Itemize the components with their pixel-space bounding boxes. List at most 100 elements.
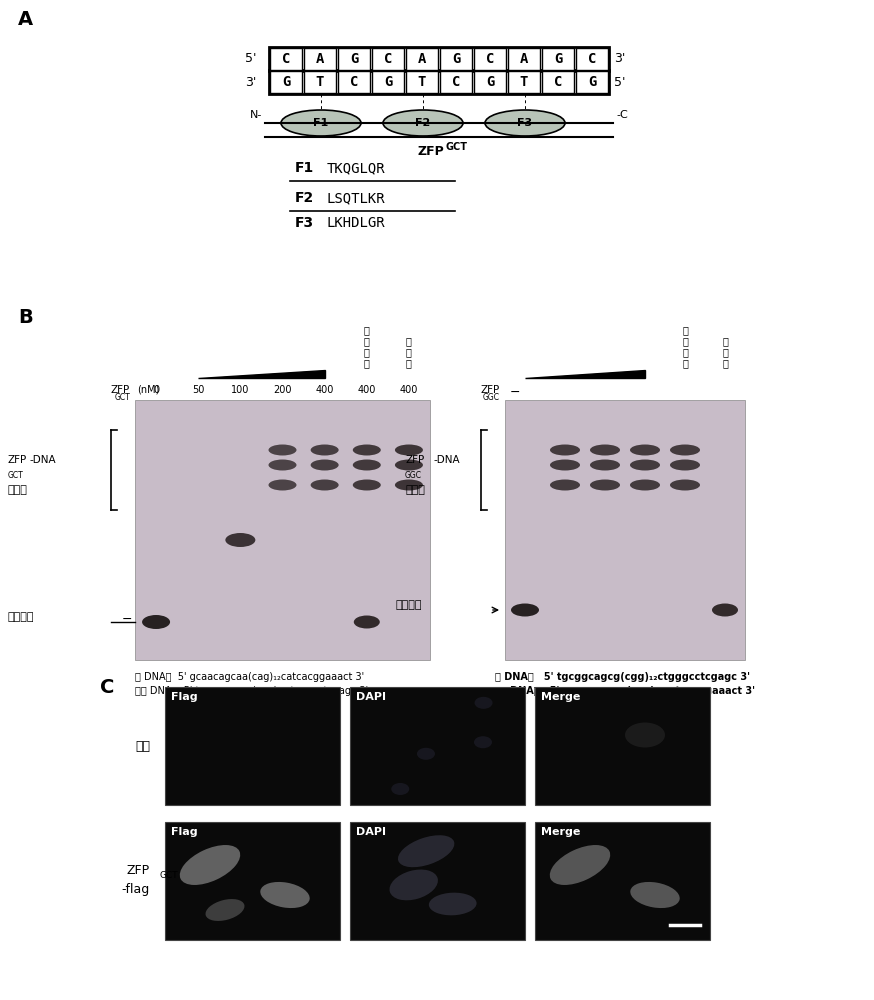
Ellipse shape (485, 110, 565, 136)
Ellipse shape (310, 444, 338, 456)
Text: LSQTLKR: LSQTLKR (327, 191, 385, 205)
Bar (270, 48, 302, 70)
Text: 竞
争
剂: 竞 争 剂 (722, 336, 728, 368)
Ellipse shape (550, 845, 610, 885)
Bar (269, 47, 609, 71)
Bar (542, 71, 574, 93)
Text: ZFP: ZFP (8, 455, 27, 465)
Bar (269, 70, 609, 94)
Ellipse shape (395, 460, 423, 471)
Ellipse shape (550, 444, 580, 456)
Ellipse shape (398, 835, 454, 867)
Text: 非靶 DNA：  5' tgcggcagcg(cgg)₁₂ctgggcctcgagc 3': 非靶 DNA： 5' tgcggcagcg(cgg)₁₂ctgggcctcgag… (135, 686, 368, 696)
Ellipse shape (417, 748, 435, 760)
Bar (474, 71, 506, 93)
Text: F3: F3 (517, 118, 532, 128)
Text: −: − (510, 385, 521, 398)
Text: 3': 3' (245, 76, 256, 89)
Text: GGC: GGC (483, 393, 500, 402)
Text: 非
竞
争
剂: 非 竞 争 剂 (682, 326, 688, 368)
Bar (338, 71, 370, 93)
Text: N-: N- (250, 110, 262, 120)
Bar (406, 48, 438, 70)
Bar (576, 71, 608, 93)
Text: ZFP: ZFP (481, 385, 500, 395)
Text: ZFP: ZFP (111, 385, 130, 395)
Ellipse shape (630, 882, 680, 908)
Text: Flag: Flag (171, 692, 198, 702)
Text: GGC: GGC (405, 471, 422, 480)
Ellipse shape (395, 480, 423, 490)
Text: F1: F1 (295, 161, 315, 175)
Bar (505, 400, 745, 660)
Text: -DNA: -DNA (29, 455, 56, 465)
Ellipse shape (310, 480, 338, 490)
Text: LKHDLGR: LKHDLGR (327, 216, 385, 230)
Text: Merge: Merge (541, 692, 580, 702)
Ellipse shape (392, 783, 409, 795)
Text: A: A (520, 52, 528, 66)
Ellipse shape (225, 533, 255, 547)
Text: 400: 400 (357, 385, 376, 395)
Text: 400: 400 (399, 385, 418, 395)
Bar (576, 48, 608, 70)
Bar (350, 822, 525, 940)
Text: G: G (281, 75, 290, 89)
Text: -DNA: -DNA (433, 455, 460, 465)
Ellipse shape (268, 480, 296, 490)
Text: GCT: GCT (114, 393, 130, 402)
Text: T: T (316, 75, 324, 89)
Bar (338, 48, 370, 70)
Ellipse shape (354, 615, 380, 629)
Ellipse shape (205, 899, 245, 921)
Text: G: G (350, 52, 358, 66)
Text: GCT: GCT (8, 471, 24, 480)
Bar (165, 822, 340, 940)
Text: GCT: GCT (160, 871, 178, 880)
Bar (135, 400, 430, 660)
Ellipse shape (670, 460, 700, 471)
Text: C: C (384, 52, 392, 66)
Text: G: G (486, 75, 494, 89)
Text: F3: F3 (295, 216, 314, 230)
Bar (304, 71, 336, 93)
Text: C: C (588, 52, 596, 66)
Bar (474, 48, 506, 70)
Text: 复合物: 复合物 (405, 485, 425, 495)
Text: 400: 400 (316, 385, 334, 395)
Bar (508, 71, 540, 93)
Text: Flag: Flag (171, 827, 198, 837)
Ellipse shape (383, 110, 463, 136)
Text: 5': 5' (614, 76, 626, 89)
Ellipse shape (670, 480, 700, 490)
Text: TKQGLQR: TKQGLQR (327, 161, 385, 175)
Text: 非靶 DNA：   5' gcaacagcaa(cag)₁₂catcacggaaact 3': 非靶 DNA： 5' gcaacagcaa(cag)₁₂catcacggaaac… (495, 686, 755, 696)
Ellipse shape (630, 480, 660, 490)
Polygon shape (525, 370, 645, 378)
Bar (304, 48, 336, 70)
Bar (542, 48, 574, 70)
Bar (270, 71, 302, 93)
Text: T: T (520, 75, 528, 89)
Text: A: A (316, 52, 324, 66)
Text: DAPI: DAPI (356, 692, 386, 702)
Text: 200: 200 (274, 385, 292, 395)
Ellipse shape (353, 480, 381, 490)
Ellipse shape (630, 444, 660, 456)
Text: 对照: 对照 (135, 740, 150, 752)
Ellipse shape (550, 480, 580, 490)
Text: C: C (452, 75, 461, 89)
Text: C: C (554, 75, 562, 89)
Ellipse shape (390, 870, 438, 900)
Text: ZFP: ZFP (127, 864, 150, 878)
Text: -flag: -flag (121, 882, 150, 896)
Text: 0: 0 (153, 385, 159, 395)
Text: (nM): (nM) (137, 385, 159, 395)
Text: −: − (121, 612, 132, 626)
Bar (535, 822, 710, 940)
Text: F2: F2 (295, 191, 315, 205)
Polygon shape (198, 370, 324, 378)
Text: GCT: GCT (446, 142, 468, 152)
Ellipse shape (310, 460, 338, 471)
Ellipse shape (670, 444, 700, 456)
